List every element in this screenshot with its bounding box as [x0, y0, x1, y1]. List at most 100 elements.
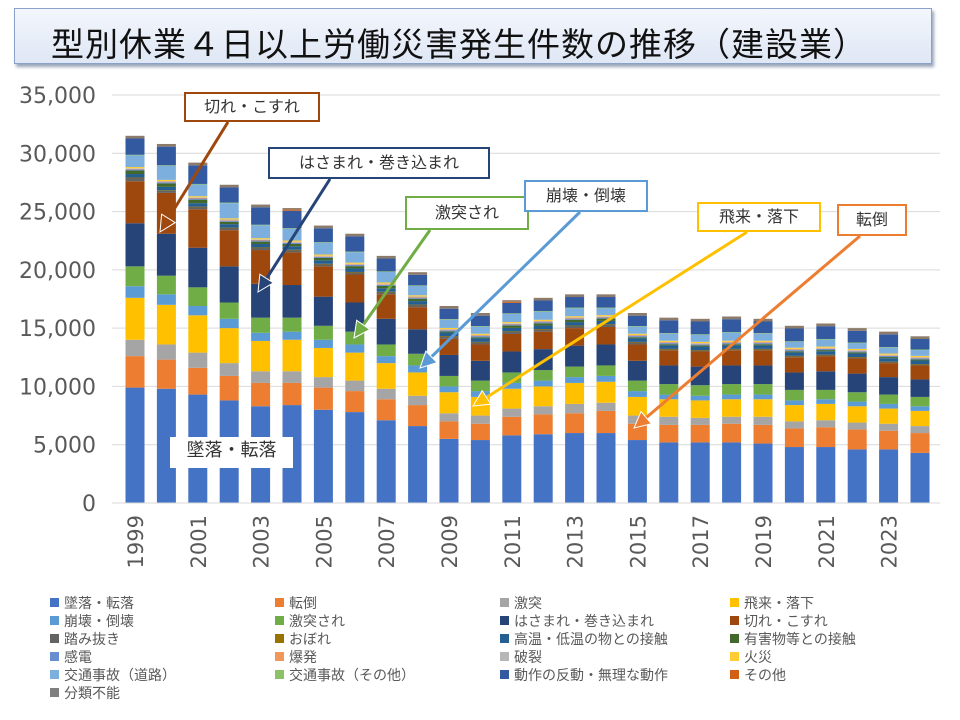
bar-segment: [627, 334, 647, 336]
legend-label: おぼれ: [289, 632, 331, 648]
bar-segment: [533, 329, 553, 332]
bar-segment: [784, 341, 804, 348]
bar-segment: [690, 385, 710, 396]
bar-segment: [439, 330, 459, 332]
bar-segment: [188, 196, 208, 198]
legend-label: 激突され: [289, 614, 345, 630]
bar-segment: [219, 328, 239, 364]
bar-segment: [188, 162, 208, 166]
bar-segment: [816, 389, 836, 400]
bar-segment: [910, 357, 930, 358]
x-tick-label: 2015: [626, 515, 650, 568]
legend-label: はさまれ・巻き込まれ: [514, 614, 654, 630]
bar-segment: [188, 247, 208, 288]
x-tick-label: 2001: [187, 515, 211, 568]
bar-segment: [219, 375, 239, 401]
bar-stack: [313, 225, 333, 503]
y-tick-label: 35,000: [19, 84, 96, 109]
bar-segment: [439, 332, 459, 337]
bar-segment: [502, 327, 522, 332]
bar-segment: [313, 263, 333, 265]
bar-segment: [470, 380, 490, 392]
bar-segment: [596, 402, 616, 411]
bar-segment: [188, 184, 208, 197]
bar-segment: [816, 420, 836, 428]
y-tick-label: 15,000: [19, 317, 96, 342]
bar-segment: [408, 295, 428, 297]
title-box: 型別休業４日以上労働災害発生件数の推移（建設業）: [14, 8, 932, 64]
bar-segment: [188, 206, 208, 210]
bar-segment: [219, 363, 239, 376]
bar-segment: [847, 350, 867, 352]
bar-segment: [313, 347, 333, 378]
legend-item: 激突され: [275, 613, 345, 631]
bar-segment: [345, 264, 365, 267]
bar-segment: [627, 326, 647, 334]
bar-segment: [408, 304, 428, 308]
bar-segment: [596, 308, 616, 316]
bar-segment: [502, 325, 522, 328]
bar-segment: [376, 344, 396, 357]
bar-segment: [659, 342, 679, 344]
bar-segment: [251, 382, 271, 407]
bar-stack: [439, 305, 459, 503]
bar-segment: [470, 326, 490, 334]
bar-segment: [251, 247, 271, 249]
bar-segment: [282, 210, 302, 229]
legend-swatch-icon: [730, 670, 739, 679]
bar-segment: [345, 236, 365, 252]
bar-segment: [596, 316, 616, 318]
bar-stack: [847, 328, 867, 503]
bar-segment: [156, 304, 176, 345]
legend-item: その他: [730, 667, 786, 685]
bar-segment: [502, 416, 522, 436]
legend-label: 高温・低温の物との接触: [514, 632, 668, 648]
bar-segment: [313, 256, 333, 257]
x-tick-label: 2005: [312, 515, 336, 568]
bar-segment: [533, 380, 553, 387]
bar-stack: [125, 135, 145, 503]
bar-segment: [722, 331, 742, 333]
bar-segment: [753, 349, 773, 351]
bar-segment: [470, 360, 490, 381]
bar-segment: [345, 266, 365, 269]
bar-segment: [376, 285, 396, 289]
bar-segment: [690, 334, 710, 335]
bar-segment: [345, 391, 365, 413]
bar-segment: [627, 335, 647, 337]
bar-segment: [376, 318, 396, 345]
bar-segment: [156, 181, 176, 183]
bar-segment: [784, 348, 804, 350]
bar-segment: [376, 356, 396, 364]
bar-segment: [439, 438, 459, 503]
legend-label: 有害物等との接触: [744, 632, 856, 648]
bar-segment: [910, 355, 930, 358]
bar-segment: [910, 359, 930, 361]
bar-segment: [627, 391, 647, 397]
bar-segment: [188, 183, 208, 185]
bar-segment: [879, 331, 899, 335]
bar-segment: [251, 317, 271, 333]
bar-segment: [784, 350, 804, 352]
callout-label: 墜落・転落: [170, 437, 293, 468]
callout-label: 飛来・落下: [697, 202, 821, 232]
y-tick-label: 30,000: [19, 142, 96, 167]
bar-segment: [784, 352, 804, 356]
x-tick-label: 2021: [815, 515, 839, 568]
callout-label: 切れ・こすれ: [184, 92, 320, 122]
bar-segment: [910, 452, 930, 503]
bar-segment: [219, 220, 239, 222]
bar-segment: [282, 242, 302, 244]
bar-segment: [251, 204, 271, 208]
bar-segment: [502, 382, 522, 389]
bar-segment: [565, 316, 585, 318]
bar-segment: [439, 305, 459, 309]
bar-segment: [910, 433, 930, 453]
bar-segment: [690, 341, 710, 344]
bar-segment: [910, 396, 930, 407]
bar-segment: [784, 328, 804, 342]
bar-segment: [596, 324, 616, 326]
bar-segment: [910, 410, 930, 427]
bar-segment: [408, 274, 428, 286]
bar-segment: [439, 336, 459, 337]
